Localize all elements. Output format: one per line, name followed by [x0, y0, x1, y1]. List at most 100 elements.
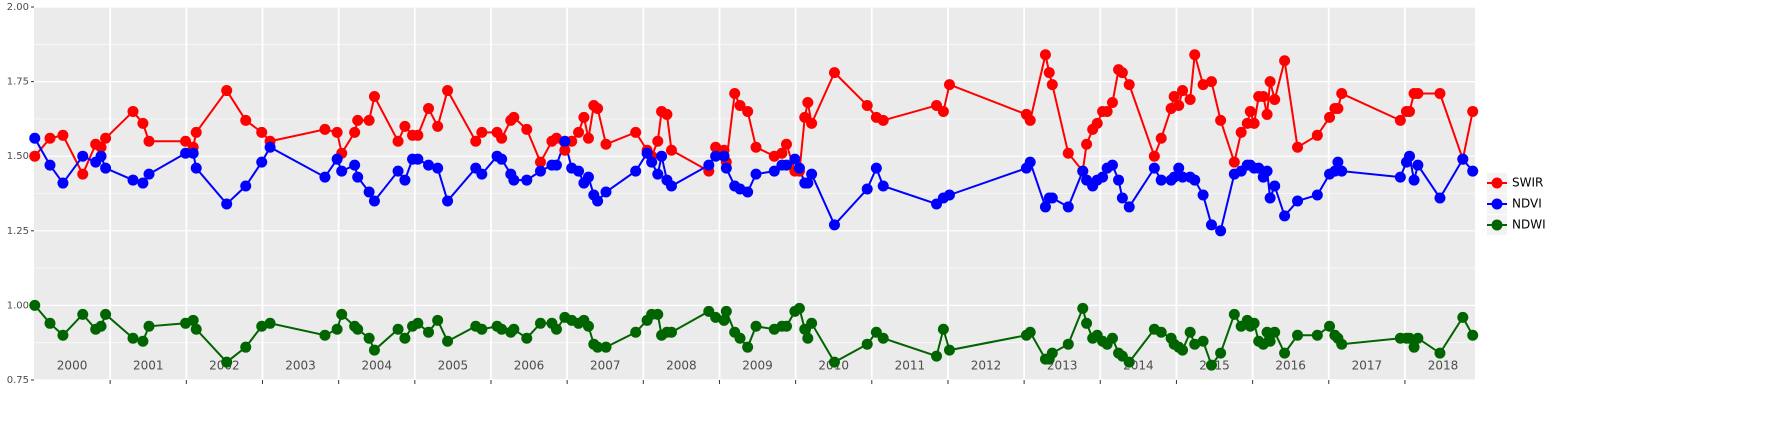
- point: [718, 150, 730, 162]
- point: [1062, 201, 1074, 213]
- point: [432, 162, 444, 174]
- point: [780, 320, 792, 332]
- point: [190, 162, 202, 174]
- point: [734, 99, 746, 111]
- point: [1077, 302, 1089, 314]
- point: [1205, 219, 1217, 231]
- point: [221, 198, 233, 210]
- point: [861, 338, 873, 350]
- point: [368, 91, 380, 103]
- point: [1261, 165, 1273, 177]
- point: [582, 320, 594, 332]
- point: [931, 350, 943, 362]
- point: [802, 96, 814, 108]
- point: [1264, 76, 1276, 88]
- point: [1279, 210, 1291, 222]
- point: [1404, 332, 1415, 344]
- point: [496, 153, 508, 165]
- point: [240, 114, 252, 126]
- point: [1269, 180, 1281, 192]
- point: [1412, 88, 1424, 100]
- point: [521, 332, 533, 344]
- point: [550, 159, 562, 171]
- x-tick-label: 2012: [971, 359, 1002, 373]
- point: [1097, 171, 1109, 183]
- point: [750, 168, 762, 180]
- point: [1024, 114, 1036, 126]
- point: [349, 159, 361, 171]
- point: [710, 150, 722, 162]
- point: [508, 323, 520, 335]
- point: [331, 126, 343, 138]
- point: [1215, 114, 1227, 126]
- point: [1269, 326, 1281, 338]
- point: [742, 186, 754, 198]
- point: [1228, 156, 1240, 168]
- point: [646, 156, 658, 168]
- point: [1434, 192, 1446, 204]
- point: [1177, 171, 1189, 183]
- point: [1292, 141, 1304, 153]
- point: [1279, 55, 1291, 67]
- point: [190, 323, 202, 335]
- point: [77, 150, 89, 162]
- point: [1264, 192, 1276, 204]
- point: [100, 162, 112, 174]
- point: [127, 332, 139, 344]
- point: [729, 88, 741, 100]
- point: [1077, 165, 1089, 177]
- point: [1404, 105, 1415, 117]
- point: [828, 356, 840, 368]
- point: [44, 132, 56, 144]
- point: [1024, 156, 1036, 168]
- point: [57, 177, 69, 189]
- point: [1123, 201, 1135, 213]
- point: [1394, 114, 1406, 126]
- point: [180, 135, 192, 147]
- point: [578, 111, 590, 123]
- point: [1467, 165, 1479, 177]
- point: [600, 138, 612, 150]
- point: [143, 168, 155, 180]
- point: [1467, 105, 1479, 117]
- point: [1336, 165, 1348, 177]
- point: [95, 150, 107, 162]
- point: [665, 180, 677, 192]
- point: [1324, 111, 1336, 123]
- x-tick-label: 2011: [895, 359, 926, 373]
- x-tick-label: 2018: [1428, 359, 1459, 373]
- point: [1253, 162, 1265, 174]
- x-tick-label: 2009: [742, 359, 773, 373]
- point: [221, 356, 233, 368]
- point: [1336, 338, 1348, 350]
- point: [534, 317, 546, 329]
- legend-label: SWIR: [1512, 176, 1543, 190]
- point: [143, 135, 155, 147]
- point: [95, 320, 107, 332]
- point: [1173, 162, 1185, 174]
- point: [742, 341, 754, 353]
- point: [1336, 88, 1348, 100]
- point: [793, 162, 805, 174]
- point: [187, 147, 199, 159]
- point: [221, 85, 233, 97]
- point: [1292, 195, 1304, 207]
- point: [1434, 88, 1446, 100]
- point: [100, 308, 112, 320]
- point: [77, 168, 89, 180]
- point: [1106, 96, 1118, 108]
- x-tick-label: 2001: [133, 359, 164, 373]
- point: [750, 141, 762, 153]
- point: [1215, 347, 1227, 359]
- point: [1168, 171, 1180, 183]
- point: [29, 299, 41, 311]
- point: [1197, 189, 1209, 201]
- point: [1324, 320, 1336, 332]
- point: [187, 314, 199, 326]
- point: [1046, 347, 1058, 359]
- point: [877, 332, 889, 344]
- point: [508, 174, 520, 186]
- x-tick-label: 2013: [1047, 359, 1078, 373]
- point: [1081, 138, 1093, 150]
- point: [1173, 99, 1185, 111]
